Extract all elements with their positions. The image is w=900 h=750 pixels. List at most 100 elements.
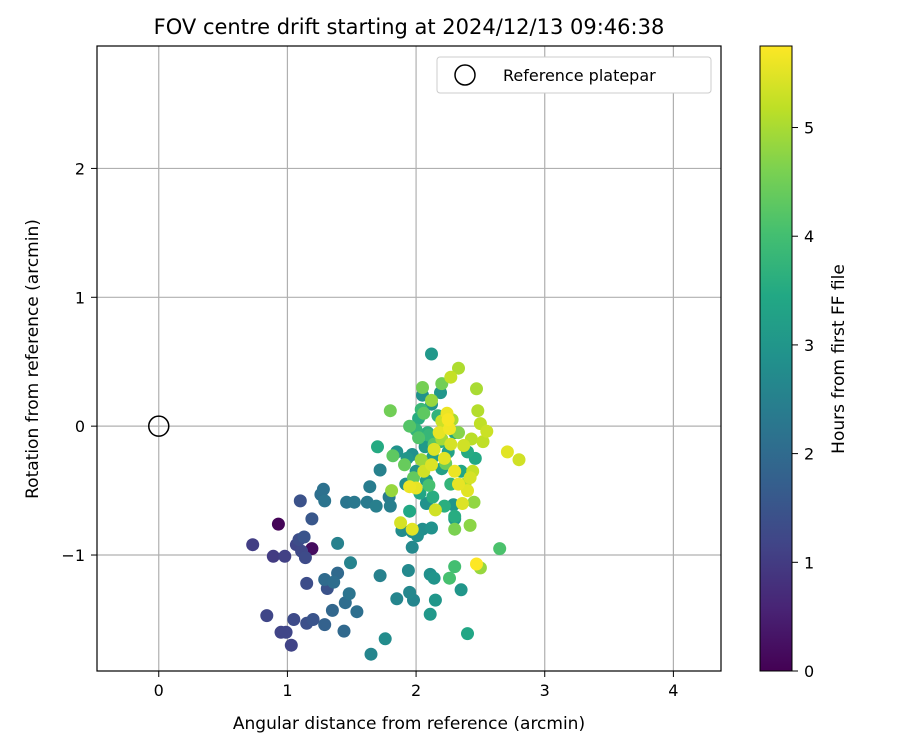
colorbar-ticks: 0 1 2 3 4 5 [792, 119, 814, 681]
data-point [401, 564, 415, 577]
data-point [441, 413, 455, 427]
data-point [318, 618, 332, 632]
colorbar-gradient [759, 45, 793, 672]
data-point [448, 509, 462, 523]
data-point [448, 522, 462, 536]
data-point [425, 393, 438, 407]
legend-label: Reference platepar [503, 66, 656, 85]
x-axis-ticks: 0 1 2 3 4 [154, 671, 678, 700]
legend: Reference platepar [436, 56, 712, 94]
data-point [437, 451, 451, 465]
data-point [444, 370, 458, 384]
data-point [470, 557, 483, 571]
data-point [284, 638, 298, 652]
data-point [476, 435, 490, 449]
data-point [385, 484, 399, 498]
y-tick-label: 1 [75, 288, 85, 307]
x-axis-label: Angular distance from reference (arcmin) [233, 714, 585, 734]
legend-marker [454, 64, 476, 86]
grid-lines [97, 46, 721, 671]
x-tick-label: 1 [282, 681, 292, 700]
data-point [271, 517, 285, 531]
data-point [246, 538, 260, 552]
data-point [278, 549, 292, 563]
y-axis-ticks: −1 0 1 2 [61, 159, 97, 565]
data-point [461, 484, 474, 498]
data-point [398, 458, 411, 472]
data-point [297, 530, 311, 544]
data-point [427, 571, 441, 585]
data-point [426, 490, 440, 504]
x-tick-label: 3 [540, 681, 550, 700]
data-point [279, 625, 293, 639]
colorbar-tick-label: 5 [804, 119, 814, 138]
data-point [305, 542, 319, 556]
data-point [318, 494, 332, 508]
data-point [383, 404, 397, 418]
data-point [394, 516, 408, 530]
data-point [427, 442, 441, 456]
y-tick-label: 0 [75, 417, 85, 436]
data-point [428, 503, 442, 517]
data-point [480, 424, 494, 438]
data-point [412, 431, 426, 445]
data-point [454, 583, 468, 597]
data-point [471, 404, 485, 418]
data-point [425, 347, 438, 361]
data-point [463, 518, 477, 532]
data-point [455, 497, 469, 510]
data-point [305, 512, 319, 526]
data-point [344, 556, 357, 570]
x-tick-label: 2 [411, 681, 421, 700]
plot-area: 0 1 2 3 4 −1 0 1 2 [61, 45, 722, 700]
data-point [425, 458, 438, 472]
data-point [405, 522, 419, 536]
y-axis-label: Rotation from reference (arcmin) [23, 219, 43, 499]
colorbar-tick-label: 1 [804, 553, 814, 572]
data-point [298, 551, 312, 565]
data-point [363, 480, 377, 494]
colorbar-tick-label: 3 [804, 336, 814, 355]
data-point [331, 536, 345, 550]
data-point [414, 453, 428, 467]
data-point [405, 540, 419, 554]
reference-platepar-marker [148, 415, 170, 437]
data-point [457, 439, 471, 452]
data-point [423, 607, 437, 621]
data-point [448, 464, 462, 478]
data-point [383, 499, 397, 513]
data-point [470, 382, 483, 396]
colorbar: 0 1 2 3 4 5 Hours from first FF file [759, 45, 849, 681]
x-tick-label: 4 [668, 681, 678, 700]
data-point [428, 593, 442, 607]
data-point [347, 495, 361, 509]
data-point [500, 445, 514, 459]
data-points [246, 347, 526, 661]
data-point [350, 605, 364, 619]
data-point [390, 592, 404, 606]
y-tick-label: −1 [61, 546, 85, 565]
legend-box [436, 56, 712, 94]
data-point [342, 587, 356, 601]
data-point [337, 624, 351, 638]
data-point [422, 478, 436, 492]
data-point [327, 575, 341, 589]
x-tick-label: 0 [154, 681, 164, 700]
data-point [373, 569, 387, 583]
data-point [512, 453, 526, 467]
colorbar-label: Hours from first FF file [829, 264, 849, 454]
data-point [432, 426, 446, 440]
data-point [403, 585, 417, 599]
data-point [287, 613, 301, 626]
data-point [369, 499, 383, 513]
colorbar-tick-label: 2 [804, 445, 814, 464]
data-point [316, 482, 330, 496]
data-point [378, 632, 392, 646]
data-point [364, 647, 378, 661]
data-point [452, 477, 465, 491]
data-point [444, 437, 458, 451]
data-point [403, 480, 417, 494]
data-point [300, 576, 314, 590]
data-point [386, 449, 400, 463]
